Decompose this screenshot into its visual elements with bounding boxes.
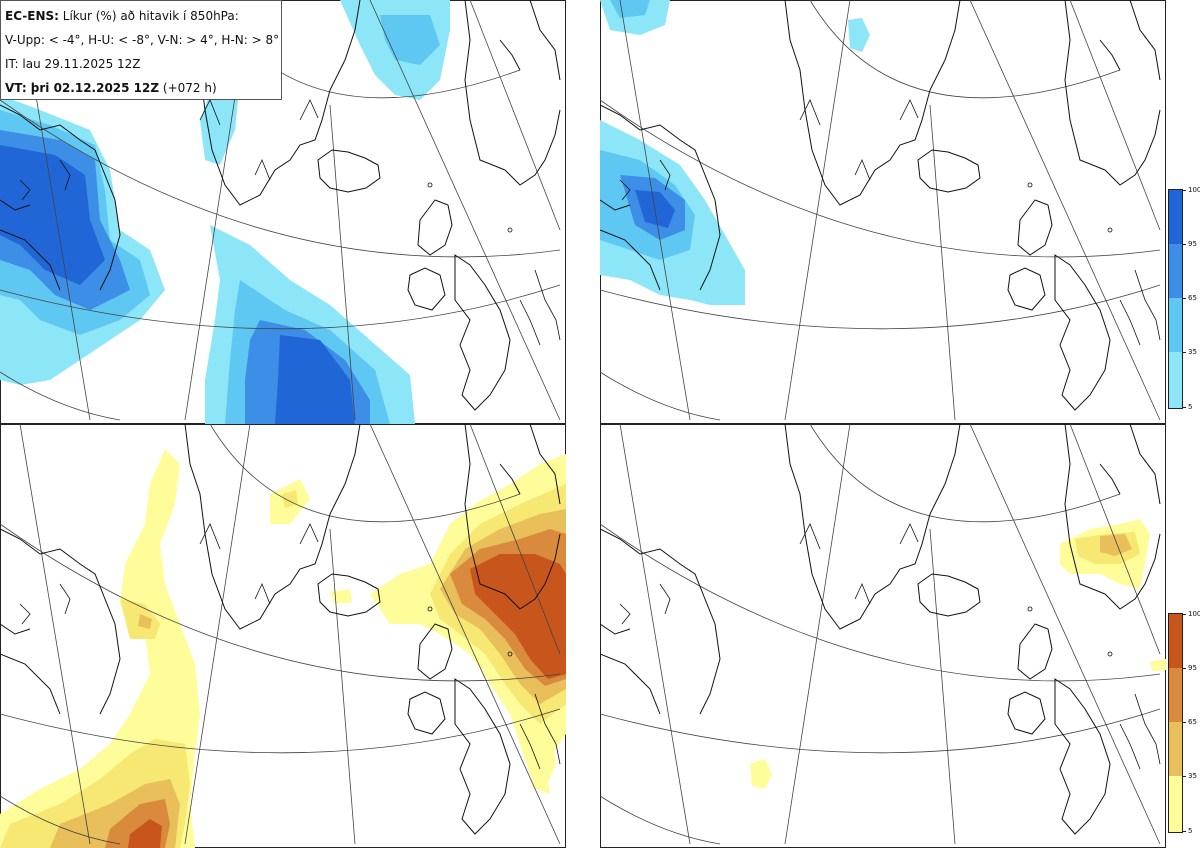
colorbar-label-65: 65 [1188, 718, 1197, 726]
prob-area-west-tail-core [138, 614, 152, 629]
colorbar-label-65: 65 [1188, 294, 1197, 302]
colorbar-label-35: 35 [1188, 348, 1197, 356]
prob-area-east-spot [1150, 659, 1166, 671]
colorbar-seg-1 [1169, 190, 1182, 244]
colorbar-blue: 100 95 65 35 5 [1168, 187, 1200, 411]
legend-title: EC-ENS: Líkur (%) að hitavik í 850hPa: [5, 7, 281, 31]
legend-box: EC-ENS: Líkur (%) að hitavik í 850hPa: V… [0, 0, 282, 100]
colorbar-seg-2 [1169, 668, 1182, 722]
prob-area-south-max [275, 335, 355, 424]
colorbar-orange: 100 95 65 35 5 [1168, 611, 1200, 835]
prob-area-east-south [530, 724, 556, 789]
colorbar-seg-2 [1169, 244, 1182, 298]
colorbar-tick [1182, 776, 1186, 777]
colorbar-tick [1182, 298, 1186, 299]
map-panel-h-n [600, 424, 1166, 848]
colorbar-label-5: 5 [1188, 403, 1193, 411]
colorbar-seg-3 [1169, 722, 1182, 776]
prob-area-scandinavia-core [1100, 534, 1132, 556]
prob-area-north-mid [610, 0, 650, 18]
map-canvas-v-n [0, 424, 566, 848]
colorbar-tick [1182, 668, 1186, 669]
colorbar-label-100: 100 [1188, 186, 1200, 194]
map-canvas-h-n [600, 424, 1166, 848]
legend-valid-time: VT: þri 02.12.2025 12Z (+072 h) [5, 79, 281, 103]
legend-thresholds: V-Upp: < -4°, H-U: < -8°, V-N: > 4°, H-N… [5, 33, 280, 47]
colorbar-label-35: 35 [1188, 772, 1197, 780]
prob-area-south-spot [750, 759, 772, 789]
legend-initial-time: IT: lau 29.11.2025 12Z [5, 57, 141, 71]
colorbar-seg-1 [1169, 614, 1182, 668]
colorbar-tick [1182, 244, 1186, 245]
colorbar-tick [1182, 831, 1186, 832]
prob-area-small [848, 18, 870, 52]
colorbar-seg-3 [1169, 298, 1182, 352]
map-panel-h-u [600, 0, 1166, 424]
colorbar-label-5: 5 [1188, 827, 1193, 835]
prob-area-north-mid [380, 15, 440, 65]
legend-valid-prefix: VT: þri 02.12.2025 12Z [5, 81, 160, 95]
prob-area-west-max [0, 145, 105, 285]
colorbar-tick [1182, 407, 1186, 408]
colorbar-seg-4 [1169, 776, 1182, 832]
colorbar-tick [1182, 190, 1186, 191]
colorbar-label-95: 95 [1188, 240, 1197, 248]
map-canvas-h-u [600, 0, 1166, 424]
prob-area-sw-peak [128, 819, 162, 848]
prob-area-east-peak [470, 554, 566, 679]
colorbar-tick [1182, 352, 1186, 353]
colorbar-tick [1182, 614, 1186, 615]
map-panel-v-n [0, 424, 566, 848]
legend-model: EC-ENS: [5, 9, 59, 23]
colorbar-label-95: 95 [1188, 664, 1197, 672]
legend-title-text: Líkur (%) að hitavik í 850hPa: [62, 9, 239, 23]
colorbar-label-100: 100 [1188, 610, 1200, 618]
colorbar-seg-4 [1169, 352, 1182, 408]
colorbar-tick [1182, 722, 1186, 723]
legend-valid-suffix: (+072 h) [162, 81, 217, 95]
